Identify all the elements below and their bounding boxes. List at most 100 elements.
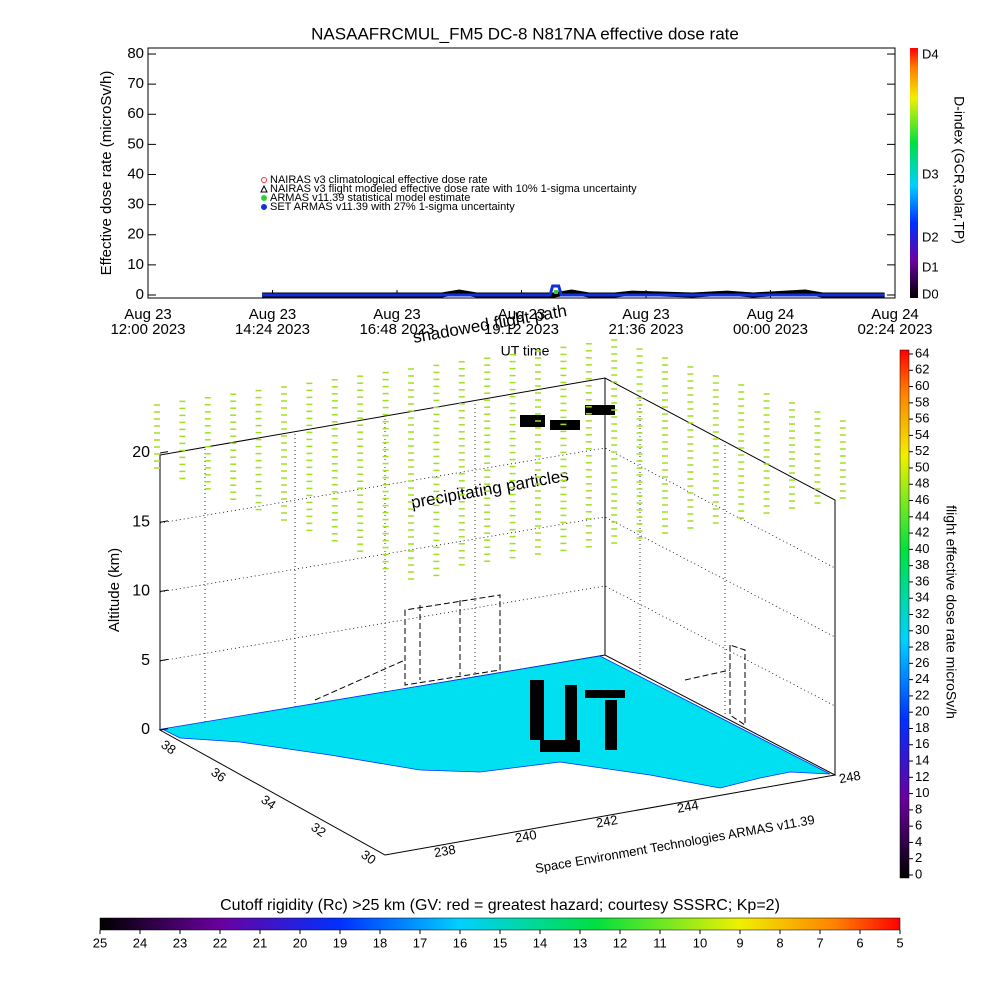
colorbar-tick-label: 12 [613,935,627,950]
colorbar-tick-label: 5 [896,935,903,950]
colorbar-tick-label: 50 [915,459,929,474]
x-tick-label: 00:00 2023 [733,321,808,338]
lat-tick-label: 30 [358,847,378,868]
chart-title: NASAAFRCMUL_FM5 DC-8 N817NA effective do… [311,24,739,43]
colorbar-tick-label: 56 [915,411,929,426]
series-point [554,289,559,294]
colorbar-tick-label: 26 [915,655,929,670]
colorbar-tick-label: 12 [915,769,929,784]
colorbar-tick-label: 22 [915,687,929,702]
y-tick-label: 30 [127,196,144,213]
lat-tick-label: 32 [308,819,328,840]
lon-tick-label: 248 [838,768,862,787]
credit: Space Environment Technologies ARMAS v11… [534,812,816,876]
colorbar-tick-label: 22 [213,935,227,950]
lon-tick-label: 240 [514,827,538,846]
plot-frame [147,47,896,299]
colorbar-tick-label: 19 [333,935,347,950]
colorbar-label: flight effective dose rate microSv/h [943,505,959,719]
lon-tick-label: 238 [433,842,457,861]
z-tick-label: 0 [141,721,150,738]
y2-axis-label: D-index (GCR,solar,TP) [951,96,967,244]
lat-tick-label: 34 [258,792,278,813]
flight-shadow [314,594,746,726]
colorbar-tick-label: 16 [915,736,929,751]
x-tick-label: Aug 23 [249,306,297,323]
colorbar-tick-label: 32 [915,606,929,621]
y-tick-label: 70 [127,75,144,92]
colorbar-tick-label: 7 [816,935,823,950]
x-axis-label: UT time [501,343,550,359]
colorbar-tick-label: 17 [413,935,427,950]
legend-label: SET ARMAS v11.39 with 27% 1-sigma uncert… [270,201,515,213]
colorbar-tick-label: 6 [915,818,922,833]
y2-tick-label: D1 [922,259,939,274]
map-land [160,655,831,789]
lat-tick-label: 36 [208,764,228,785]
colorbar-tick-label: 48 [915,476,929,491]
colorbar-tick-label: 14 [533,935,547,950]
colorbar-label: Cutoff rigidity (Rc) >25 km (GV: red = g… [220,897,780,914]
y2-tick-label: D4 [922,46,939,61]
colorbar-tick-label: 18 [915,720,929,735]
colorbar-tick-label: 52 [915,443,929,458]
legend-marker [261,195,267,201]
lon-tick-label: 244 [676,797,700,816]
colorbar-tick-label: 44 [915,508,929,523]
legend-label: NAIRAS v3 flight modeled effective dose … [270,183,637,195]
box-grid [159,396,836,722]
colorbar-tick-label: 24 [133,935,147,950]
legend-marker [260,184,268,193]
x-tick-label: Aug 23 [373,306,421,323]
z-tick-label: 20 [132,444,150,461]
lat-tick-label: 38 [158,737,178,758]
y-tick-label: 50 [127,135,144,152]
colorbar-tick-label: 54 [915,427,929,442]
colorbar-tick-label: 21 [253,935,267,950]
x-tick-label: 12:00 2023 [110,321,185,338]
x-tick-label: Aug 24 [747,306,795,323]
z-tick [159,589,169,592]
x-tick-label: 16:48 2023 [359,321,434,338]
x-tick-label: Aug 23 [498,306,546,323]
legend-marker [261,177,267,183]
colorbar-tick-label: 20 [293,935,307,950]
z-tick-label: 15 [132,513,150,530]
series-line [262,284,885,297]
colorbar-tick-label: 14 [915,752,929,767]
d-index-bar [910,48,918,298]
colorbar-tick-label: 8 [915,801,922,816]
y2-tick-label: D3 [922,166,939,181]
z-tick-label: 5 [141,652,150,669]
x-tick-label: Aug 23 [124,306,172,323]
colorbar-tick-label: 30 [915,622,929,637]
box-edges [159,377,836,775]
legend-label: NAIRAS v3 climatological effective dose … [270,174,487,186]
x-tick-label: Aug 23 [622,306,670,323]
z-tick [159,728,169,731]
z-tick [159,520,169,523]
colorbar-tick-label: 6 [856,935,863,950]
colorbar-tick-label: 42 [915,525,929,540]
colorbar-tick-label: 24 [915,671,929,686]
legend-label: ARMAS v11.39 statistical model estimate [270,192,470,204]
y2-tick-label: D0 [922,286,939,301]
x-tick-label: 19:12 2023 [484,321,559,338]
colorbar-tick-label: 10 [915,785,929,800]
lon-tick-label: 242 [595,812,619,831]
colorbar-tick-label: 10 [693,935,707,950]
colorbar-tick-label: 36 [915,573,929,588]
legend-marker [261,204,267,210]
colorbar-tick-label: 8 [776,935,783,950]
y-tick-label: 10 [127,256,144,273]
colorbar-tick-label: 0 [915,866,922,881]
y-tick-label: 20 [127,226,144,243]
x-tick-label: Aug 24 [871,306,919,323]
colorbar-tick-label: 9 [736,935,743,950]
z-tick [159,658,169,662]
colorbar-tick-label: 40 [915,541,929,556]
colorbar-tick-label: 64 [915,345,929,360]
rigidity-colorbar [99,917,901,931]
colorbar-tick-label: 15 [493,935,507,950]
